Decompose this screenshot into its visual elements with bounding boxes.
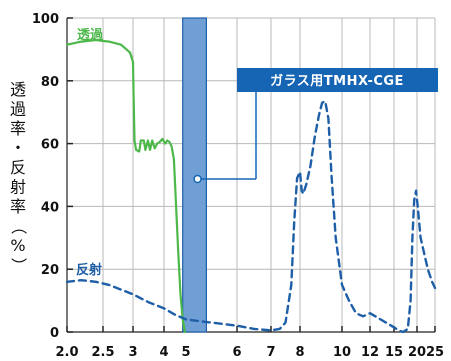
x-tick-label: 6 (232, 345, 241, 360)
y-tick-label: 0 (50, 326, 59, 341)
y-axis-label-char: 反 (10, 158, 26, 177)
x-tick-label: 5 (181, 345, 190, 360)
x-tick-label: 25 (426, 345, 444, 360)
x-tick-label: 2.0 (55, 345, 78, 360)
series-line-reflection (65, 100, 437, 334)
y-tick-label: 60 (41, 138, 59, 153)
y-axis-label-char: 率 (10, 197, 26, 216)
x-tick-label: 15 (385, 345, 403, 360)
axes (66, 17, 436, 333)
series-label-transmission: 透過 (77, 27, 104, 43)
callout-marker (193, 174, 202, 184)
x-tick-label: 2.5 (91, 345, 114, 360)
highlight-band-rect (182, 17, 207, 333)
y-tick-labels: 0 20 40 60 80 100 (32, 12, 59, 341)
x-tick-label: 3 (128, 345, 137, 360)
x-tick-label: 7 (266, 345, 275, 360)
x-tick-label: 12 (361, 345, 379, 360)
x-tick-label: 8 (295, 345, 304, 360)
y-tick-label: 80 (41, 75, 59, 90)
x-tick-label: 10 (333, 345, 351, 360)
callout-label: ガラス用TMHX-CGE (270, 74, 404, 89)
x-tick-label: 20 (408, 345, 426, 360)
y-axis-label-char: % (10, 236, 25, 255)
callout-box (237, 68, 438, 92)
y-tick-label: 20 (41, 263, 59, 278)
series-group (65, 38, 437, 334)
series-label-reflection: 反射 (76, 262, 102, 278)
y-axis-label-char: （ (9, 218, 28, 234)
y-axis-label-char: ・ (10, 139, 26, 158)
y-axis-label-char: ） (9, 257, 28, 273)
x-tick-labels: 2.0 2.5 3 4 5 6 7 8 10 12 15 20 25 (55, 345, 444, 360)
highlight-band (182, 17, 207, 333)
y-tick-label: 100 (32, 12, 59, 27)
x-tick-label: 4 (159, 345, 168, 360)
y-tick-label: 40 (41, 200, 59, 215)
y-axis-label-char: 率 (10, 119, 26, 138)
y-axis-label-char: 射 (10, 178, 26, 197)
y-axis-label-char: 過 (10, 100, 26, 119)
y-axis-label-char: 透 (10, 80, 26, 99)
callout: ガラス用TMHX-CGE (193, 68, 438, 184)
grid (66, 17, 436, 333)
series-line-transmission (65, 38, 186, 334)
y-axis-label: 透過率・反射率（%） (9, 80, 28, 274)
